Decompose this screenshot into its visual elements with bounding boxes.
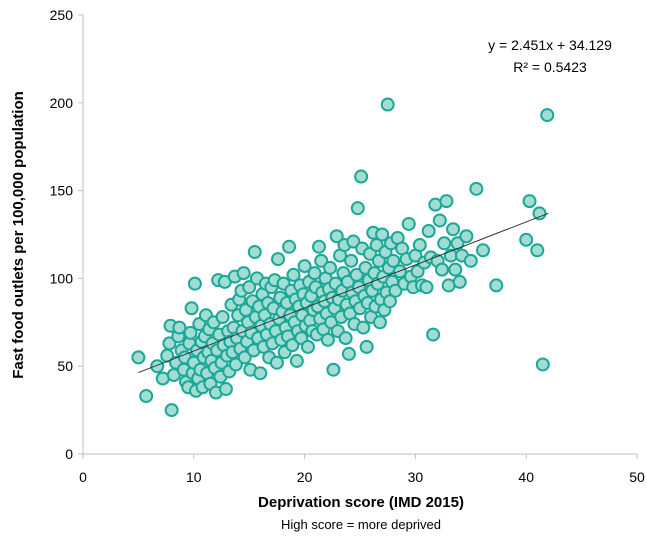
data-point (401, 216, 416, 231)
data-point (372, 315, 387, 330)
x-tick-label: 40 (518, 469, 534, 485)
data-point (228, 357, 243, 372)
data-point (300, 339, 315, 354)
data-point (450, 236, 465, 251)
x-tick-label: 20 (297, 469, 313, 485)
data-point (375, 227, 390, 242)
data-point (150, 359, 165, 374)
data-point (282, 239, 297, 254)
data-point (320, 332, 335, 347)
x-axis-title: Deprivation score (IMD 2015) (258, 494, 464, 511)
data-point (522, 194, 537, 209)
data-point (162, 336, 177, 351)
data-point (540, 108, 555, 123)
data-point (164, 403, 179, 418)
axes: 0 50 100 150 200 250 0 10 20 30 40 50 (50, 7, 645, 485)
data-point (519, 232, 534, 247)
x-ticks: 0 10 20 30 40 50 (79, 454, 645, 485)
data-point (469, 181, 484, 196)
data-point (139, 389, 154, 404)
data-point (269, 355, 284, 370)
data-point (247, 245, 262, 260)
data-point (172, 320, 187, 335)
data-point (215, 310, 230, 325)
data-point (285, 338, 300, 353)
data-point (489, 278, 504, 293)
x-tick-label: 50 (629, 469, 645, 485)
data-point (326, 362, 341, 377)
data-point (236, 266, 251, 281)
data-point (475, 243, 490, 258)
data-point (439, 194, 454, 209)
data-point (419, 280, 434, 295)
data-point (187, 276, 202, 291)
data-point (183, 325, 198, 340)
data-point (350, 201, 365, 216)
x-tick-label: 30 (408, 469, 424, 485)
y-tick-label: 250 (50, 7, 74, 23)
data-point (329, 229, 344, 244)
data-point (218, 382, 233, 397)
trendline-r2: R² = 0.5423 (513, 59, 587, 75)
data-point (426, 327, 441, 342)
data-point (412, 238, 427, 253)
data-point (271, 252, 286, 267)
data-point (388, 283, 403, 298)
data-point (341, 346, 356, 361)
data-points (131, 97, 555, 418)
y-tick-label: 150 (50, 183, 74, 199)
data-point (184, 301, 199, 316)
data-point (535, 357, 550, 372)
data-point (356, 320, 371, 335)
data-point (459, 229, 474, 244)
data-point (237, 350, 252, 365)
x-tick-label: 10 (186, 469, 202, 485)
y-tick-label: 200 (50, 95, 74, 111)
data-point (437, 236, 452, 251)
data-point (434, 262, 449, 277)
data-point (386, 253, 401, 268)
x-tick-label: 0 (79, 469, 87, 485)
data-point (312, 239, 327, 254)
data-point (242, 280, 257, 295)
data-point (432, 213, 447, 228)
y-tick-label: 50 (57, 358, 73, 374)
data-point (463, 253, 478, 268)
data-point (382, 294, 397, 309)
data-point (380, 97, 395, 112)
y-axis-title: Fast food outlets per 100,000 population (10, 91, 27, 379)
data-point (359, 339, 374, 354)
data-point (530, 243, 545, 258)
y-ticks: 0 50 100 150 200 250 (50, 7, 83, 462)
y-tick-label: 0 (65, 446, 73, 462)
data-point (446, 222, 461, 237)
data-point (131, 350, 146, 365)
trendline-equation: y = 2.451x + 34.129 (488, 37, 612, 53)
data-point (448, 262, 463, 277)
data-point (354, 169, 369, 184)
data-point (307, 266, 322, 281)
data-point (323, 260, 338, 275)
data-point (286, 267, 301, 282)
data-point (346, 234, 361, 249)
data-point (314, 253, 329, 268)
data-point (297, 259, 312, 274)
y-tick-label: 100 (50, 270, 74, 286)
data-point (253, 366, 268, 381)
data-point (421, 223, 436, 238)
data-point (338, 331, 353, 346)
data-point (369, 238, 384, 253)
data-point (532, 206, 547, 221)
data-point (452, 274, 467, 289)
x-axis-note: High score = more deprived (281, 517, 441, 532)
data-point (289, 353, 304, 368)
data-point (344, 253, 359, 268)
trendline (138, 212, 549, 374)
